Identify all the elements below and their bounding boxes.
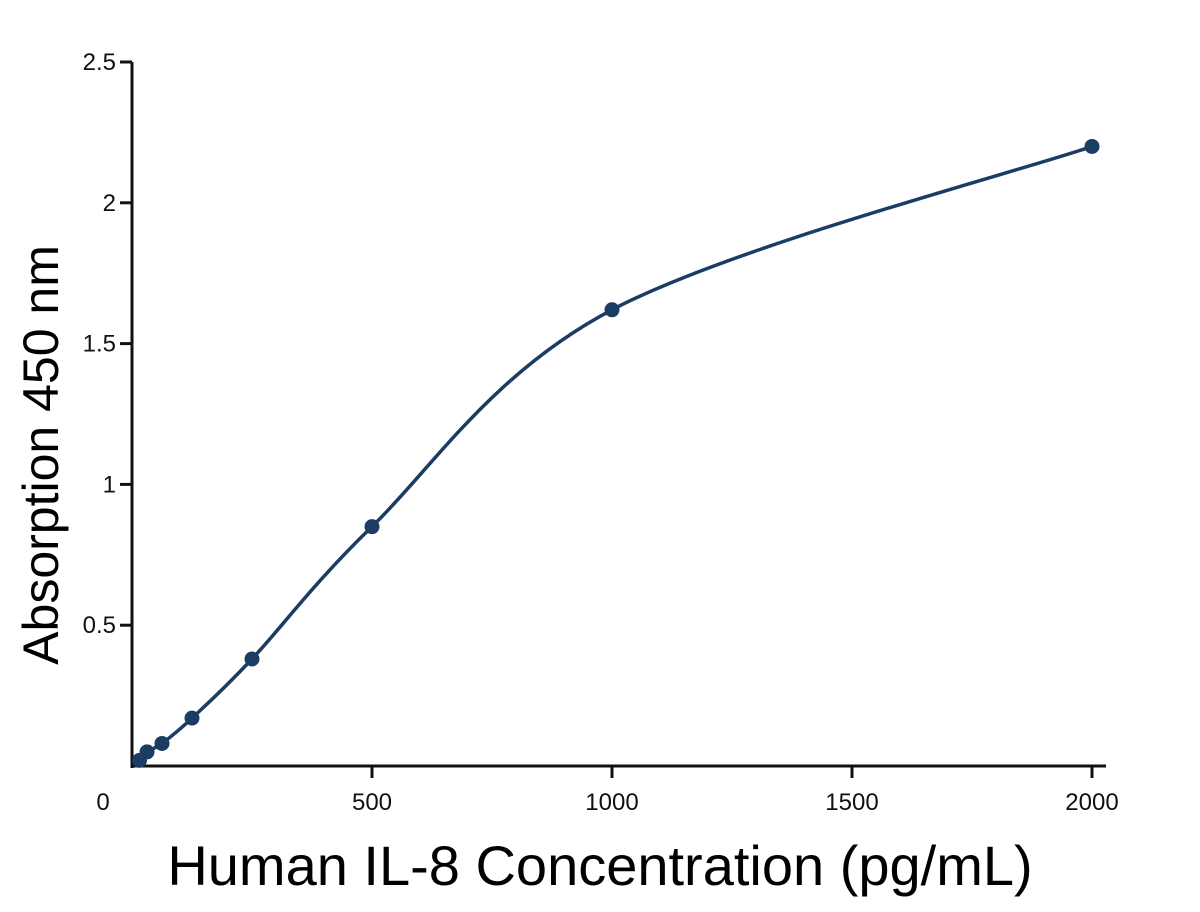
y-tick-label: 2.5 <box>83 49 116 76</box>
data-point <box>139 744 155 760</box>
data-point <box>1084 138 1100 154</box>
y-tick-label: 1 <box>103 471 116 498</box>
x-tick-label: 0 <box>96 789 109 816</box>
x-tick-label: 500 <box>352 789 392 816</box>
y-axis-title: Absorption 450 nm <box>13 245 69 665</box>
y-tick-label: 2 <box>103 190 116 217</box>
y-tick-label: 1.5 <box>83 331 116 358</box>
x-tick-label: 1000 <box>585 789 638 816</box>
data-point <box>364 519 380 535</box>
fit-curve-line <box>138 144 1093 762</box>
y-axis-ticks: 0.5 1 1.5 2 2.5 <box>83 49 132 639</box>
data-point <box>604 302 620 318</box>
data-point <box>184 710 200 726</box>
x-axis-ticks: 0 500 1000 1500 2000 <box>96 766 1119 816</box>
data-point <box>244 651 260 667</box>
x-tick-label: 2000 <box>1065 789 1118 816</box>
x-tick-label: 1500 <box>825 789 878 816</box>
data-point <box>154 735 170 751</box>
data-points <box>131 138 1100 768</box>
x-axis-title: Human IL-8 Concentration (pg/mL) <box>167 834 1032 897</box>
y-tick-label: 0.5 <box>83 612 116 639</box>
